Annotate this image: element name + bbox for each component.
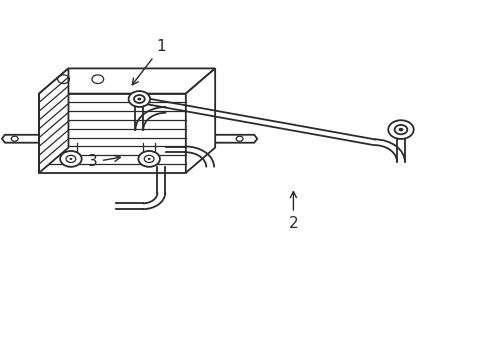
Polygon shape: [39, 68, 215, 94]
Polygon shape: [185, 68, 215, 173]
Circle shape: [60, 151, 81, 167]
Circle shape: [147, 158, 150, 160]
Circle shape: [69, 158, 72, 160]
Circle shape: [138, 151, 160, 167]
Circle shape: [144, 155, 154, 162]
Polygon shape: [2, 135, 257, 143]
Circle shape: [134, 95, 144, 103]
Circle shape: [398, 128, 403, 131]
Text: 2: 2: [288, 192, 298, 231]
Circle shape: [137, 98, 141, 100]
Circle shape: [387, 120, 413, 139]
Circle shape: [128, 91, 150, 107]
Circle shape: [394, 125, 407, 134]
Polygon shape: [39, 94, 185, 173]
Text: 1: 1: [132, 39, 166, 85]
Text: 3: 3: [88, 154, 120, 170]
Circle shape: [66, 155, 76, 162]
Polygon shape: [39, 68, 68, 173]
